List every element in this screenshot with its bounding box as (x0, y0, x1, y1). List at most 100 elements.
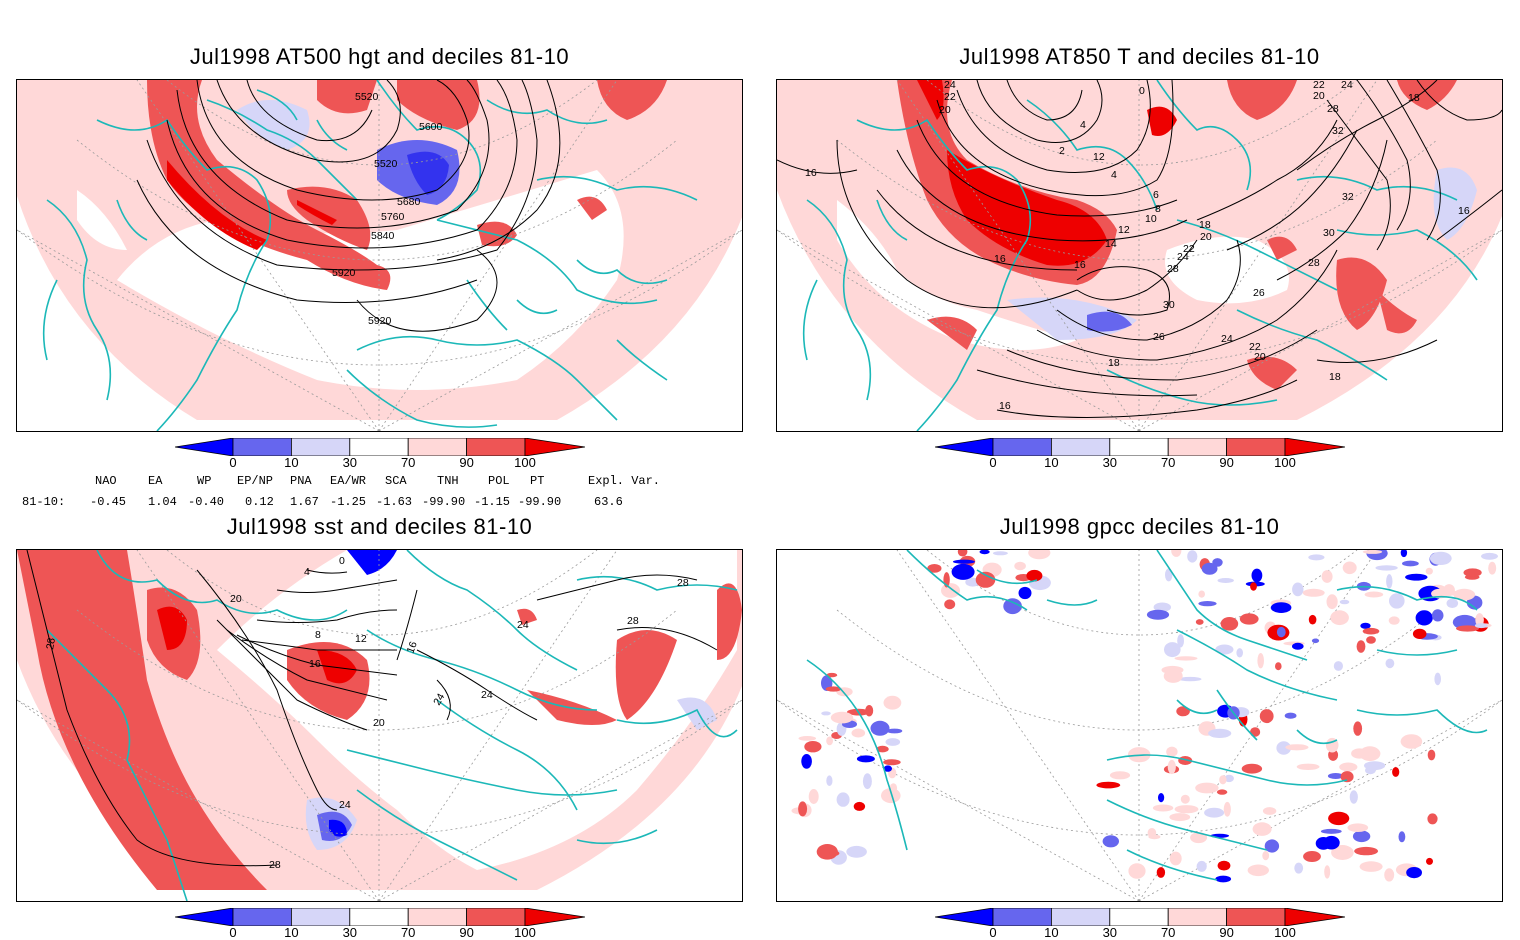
precip-decile-patch (881, 788, 901, 804)
colorbar-box (407, 438, 467, 456)
tele-header: SCA (385, 474, 407, 488)
colorbar-box (349, 438, 409, 456)
precip-decile-patch (1385, 658, 1395, 669)
precip-decile-patch (1388, 616, 1400, 625)
precip-decile-patch (1166, 746, 1178, 757)
contour-label: 5920 (332, 267, 356, 279)
precip-decile-patch (1190, 832, 1208, 844)
precip-decile-patch (1276, 741, 1291, 755)
contour-label: 18 (1199, 219, 1211, 231)
precip-decile-patch (1247, 864, 1269, 877)
colorbar-tick-label: 70 (1160, 925, 1176, 940)
precip-decile-patch (1262, 851, 1270, 861)
colorbar-arrow-low (935, 438, 994, 456)
contour-label: 30 (1163, 299, 1175, 311)
tele-row-label: 81-10: (22, 495, 66, 509)
precip-decile-patch (1208, 728, 1232, 738)
colorbar-box (1167, 438, 1227, 456)
precip-decile-patch (885, 738, 901, 746)
colorbar-tick-label: 30 (342, 455, 358, 470)
precip-decile-patch (1201, 562, 1218, 575)
precip-decile-patch (1109, 771, 1131, 780)
tele-header: POL (488, 474, 510, 488)
precip-decile-patch (1284, 712, 1297, 719)
precip-decile-patch (1217, 578, 1234, 583)
precip-decile-patch (1364, 761, 1386, 770)
precip-decile-patch (1174, 805, 1199, 814)
colorbar-arrow-high (524, 438, 585, 456)
contour-label: 16 (1458, 205, 1470, 217)
precip-decile-patch (1456, 625, 1479, 632)
precip-decile-patch (1327, 773, 1344, 779)
contour-label: 16 (999, 400, 1011, 412)
precip-decile-patch (1474, 623, 1488, 629)
precip-decile-patch (801, 754, 812, 769)
precip-decile-patch (1331, 845, 1354, 860)
precip-decile-patch (798, 801, 808, 817)
precip-decile-patch (1164, 642, 1181, 658)
precip-decile-patch (883, 765, 892, 772)
colorbar-box (466, 438, 526, 456)
contour-label: 18 (1108, 357, 1120, 369)
colorbar-tick-label: 90 (459, 925, 474, 940)
precip-decile-patch (836, 792, 850, 807)
contour-label: 12 (1118, 224, 1130, 236)
precip-decile-patch (851, 728, 866, 738)
precip-decile-patch (1330, 610, 1349, 626)
precip-decile-patch (1292, 642, 1304, 650)
contour-label: 5760 (381, 211, 405, 223)
map-sst: 28 20 0 4 8 12 16 16 20 24 24 24 28 28 2… (16, 549, 743, 902)
colorbar-tick-label: 10 (1044, 925, 1059, 940)
colorbar-box (1226, 438, 1286, 456)
contour-label: 28 (44, 637, 58, 651)
colorbar-tick-label: 100 (1274, 925, 1296, 940)
precip-decile-patch (1178, 676, 1202, 682)
precip-decile-patch (1176, 706, 1190, 717)
precip-decile-patch (1402, 560, 1419, 567)
precip-decile-patch (1406, 867, 1422, 879)
colorbar-tick-label: 30 (1102, 455, 1118, 470)
contour-label: 20 (373, 717, 385, 729)
contour-label: 32 (1342, 191, 1354, 203)
precip-decile-patch (1347, 823, 1369, 832)
precip-decile-patch (862, 773, 872, 790)
precip-decile-patch (1308, 614, 1317, 625)
colorbar-tick-label: 90 (1219, 455, 1234, 470)
precip-decile-patch (1128, 863, 1146, 879)
tele-value: 1.04 (148, 495, 177, 509)
contour-label: 16 (405, 640, 420, 655)
precip-decile-patch (1352, 830, 1371, 843)
precip-decile-patch (1028, 550, 1051, 560)
precip-decile-patch (1481, 552, 1498, 560)
precip-decile-patch (1215, 644, 1234, 655)
contour-label: 24 (1177, 251, 1189, 263)
contour-label: 8 (1155, 203, 1161, 215)
colorbar-box (232, 908, 292, 926)
colorbar-arrow-high (524, 908, 585, 926)
contour-label: 20 (1313, 90, 1325, 102)
precip-decile-patch (1353, 721, 1363, 736)
precip-decile-patch (979, 550, 990, 555)
contour-label: 22 (944, 91, 956, 103)
precip-decile-patch (1359, 746, 1381, 762)
precip-decile-patch (829, 850, 840, 856)
colorbar-arrow-low (175, 908, 234, 926)
precip-decile-patch (1356, 640, 1366, 653)
precip-decile-patch (1303, 851, 1321, 862)
tele-value: -99.90 (518, 495, 562, 509)
precip-decile-patch (1308, 554, 1325, 561)
contour-label: 16 (1074, 259, 1086, 271)
precip-decile-patch (1220, 617, 1239, 631)
precip-decile-patch (1431, 609, 1444, 622)
contour-label: 5920 (368, 315, 392, 327)
colorbar-box (1109, 908, 1169, 926)
precip-decile-patch (1320, 828, 1342, 834)
colorbar-tick-label: 0 (989, 925, 997, 940)
colorbar-gpcc: 0 10 30 70 90 100 (935, 908, 1345, 940)
tele-value: 63.6 (594, 495, 623, 509)
precip-decile-patch (1167, 759, 1176, 775)
colorbar-sst: 0 10 30 70 90 100 (175, 908, 585, 940)
precip-decile-patch (870, 720, 890, 736)
precip-decile-patch (1339, 762, 1358, 772)
precip-decile-patch (846, 845, 867, 858)
